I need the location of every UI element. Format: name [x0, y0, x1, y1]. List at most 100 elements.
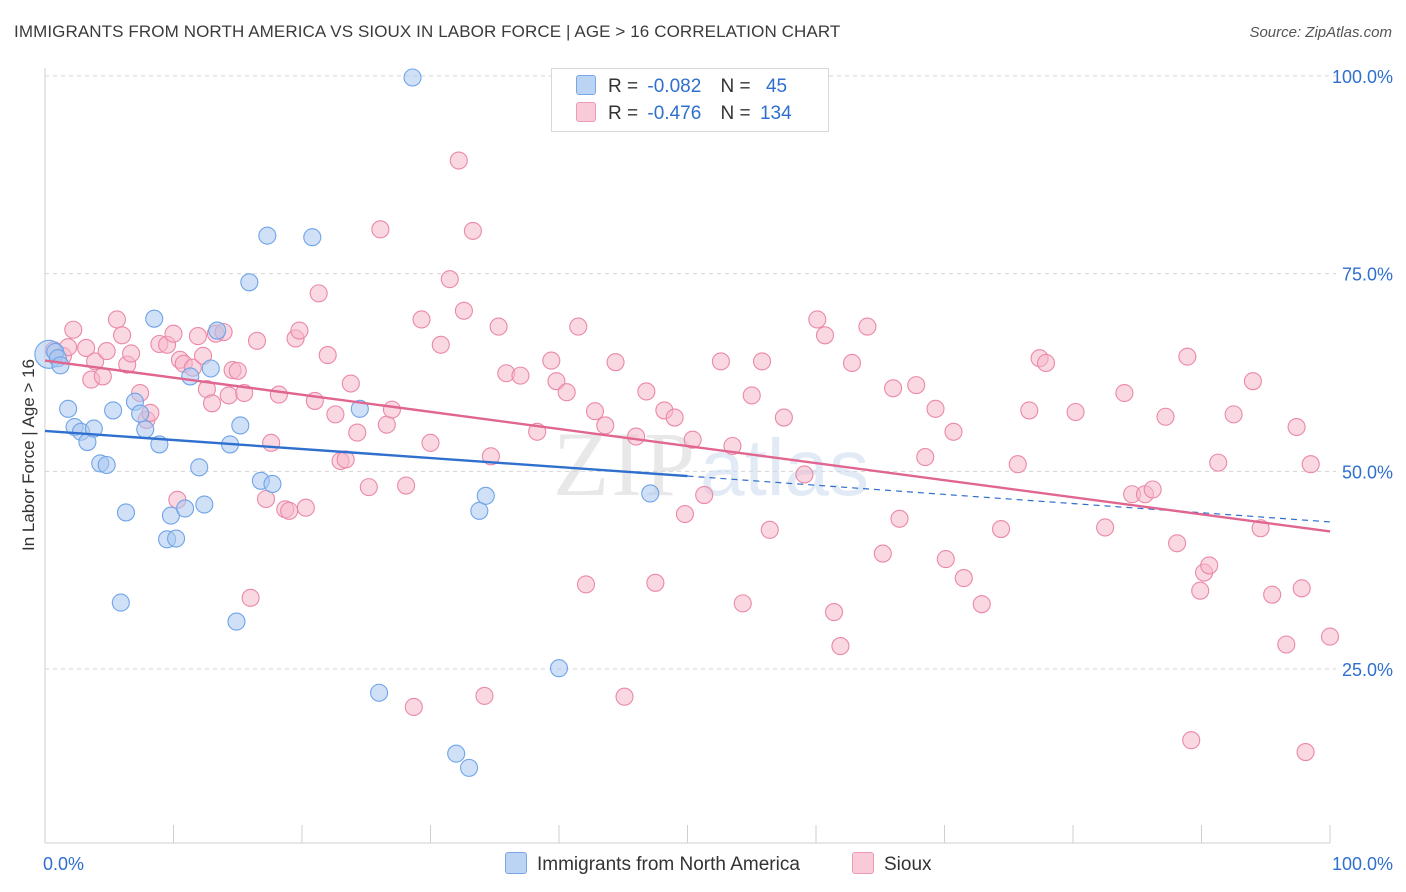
point-sioux-72 [557, 383, 576, 402]
point-immigrants-41 [470, 501, 489, 520]
point-sioux-103 [890, 509, 909, 528]
point-sioux-78 [615, 687, 634, 706]
point-immigrants-10 [97, 455, 116, 475]
point-sioux-66 [489, 317, 508, 336]
point-sioux-54 [382, 400, 402, 419]
point-sioux-77 [606, 353, 625, 372]
point-sioux-56 [404, 697, 423, 717]
point-sioux-99 [842, 353, 862, 373]
point-sioux-111 [991, 519, 1011, 539]
trend-lines [44, 359, 1331, 533]
series-legend-sioux: Sioux [852, 852, 932, 876]
point-immigrants-3 [51, 356, 70, 375]
point-immigrants-43 [549, 659, 569, 678]
point-sioux-64 [475, 686, 494, 705]
point-sioux-44 [309, 284, 328, 303]
watermark-zip: ZIP [553, 413, 697, 515]
point-sioux-46 [326, 405, 345, 424]
point-sioux-92 [760, 520, 779, 539]
point-sioux-131 [1243, 372, 1262, 391]
point-sioux-86 [695, 485, 714, 505]
point-sioux-18 [164, 324, 183, 343]
point-sioux-128 [1200, 556, 1219, 575]
point-sioux-124 [1178, 347, 1197, 366]
point-sioux-61 [449, 151, 468, 170]
point-immigrants-38 [403, 68, 422, 87]
point-sioux-105 [916, 448, 935, 467]
point-sioux-42 [296, 498, 315, 517]
x-tick-label: 100.0% [1332, 854, 1393, 874]
point-immigrants-24 [190, 458, 209, 477]
point-sioux-33 [241, 588, 260, 607]
point-sioux-106 [926, 399, 945, 418]
point-sioux-65 [481, 447, 500, 466]
point-sioux-45 [318, 346, 337, 365]
point-sioux-4 [77, 338, 96, 357]
point-immigrants-27 [208, 321, 227, 340]
point-immigrants-23 [181, 367, 200, 386]
point-sioux-104 [907, 376, 926, 395]
point-immigrants-26 [201, 359, 220, 378]
point-sioux-74 [576, 575, 596, 594]
point-sioux-126 [1191, 581, 1210, 600]
point-sioux-136 [1292, 579, 1311, 598]
point-sioux-62 [454, 301, 473, 320]
point-sioux-41 [290, 321, 309, 340]
tick-labels: 100.0% 75.0% 50.0% 25.0% 0.0% 100.0% [43, 67, 1393, 874]
point-immigrants-4 [59, 399, 78, 418]
point-sioux-90 [742, 386, 761, 405]
point-sioux-115 [1036, 353, 1056, 373]
point-sioux-96 [815, 326, 835, 345]
point-immigrants-39 [447, 744, 466, 763]
point-sioux-81 [646, 573, 665, 592]
point-immigrants-21 [167, 529, 186, 548]
point-sioux-34 [247, 331, 267, 350]
legend-r-value-immigrants: -0.082 [647, 76, 702, 97]
y-tick-label: 75.0% [1342, 265, 1393, 285]
point-sioux-123 [1168, 534, 1187, 553]
point-immigrants-13 [111, 593, 130, 612]
legend-r-value-sioux: -0.476 [647, 103, 702, 124]
point-immigrants-15 [131, 404, 150, 423]
point-sioux-83 [665, 408, 684, 427]
legend-swatch-immigrants [576, 75, 596, 95]
point-immigrants-12 [116, 503, 136, 522]
trend-immigrants-solid [44, 429, 688, 478]
correlation-legend: R = -0.082 N = 45 R = -0.476 N = 134 [551, 68, 829, 132]
point-sioux-52 [371, 220, 390, 239]
gridlines [45, 75, 1336, 670]
point-immigrants-30 [231, 416, 250, 435]
point-sioux-63 [463, 221, 482, 240]
point-sioux-3 [64, 320, 83, 339]
point-sioux-130 [1224, 405, 1243, 424]
point-sioux-102 [884, 379, 903, 398]
point-sioux-26 [203, 394, 222, 413]
point-sioux-107 [936, 550, 955, 569]
trend-sioux [44, 359, 1331, 533]
chart-title: IMMIGRANTS FROM NORTH AMERICA VS SIOUX I… [14, 22, 841, 41]
point-sioux-49 [341, 374, 360, 393]
point-sioux-108 [944, 422, 963, 441]
point-sioux-70 [542, 351, 561, 370]
legend-n-value-sioux: 134 [759, 103, 792, 124]
point-sioux-109 [954, 569, 973, 588]
point-sioux-101 [873, 544, 892, 563]
series-legend-swatch-immigrants [505, 852, 527, 874]
point-immigrants-11 [104, 401, 123, 420]
point-sioux-91 [752, 352, 772, 371]
legend-n-value-immigrants: 45 [765, 76, 788, 97]
series-legend-swatch-sioux [852, 852, 874, 874]
point-sioux-29 [219, 386, 238, 405]
point-sioux-51 [359, 478, 378, 497]
point-sioux-137 [1296, 743, 1315, 762]
point-sioux-110 [972, 595, 991, 614]
point-sioux-87 [711, 352, 730, 371]
point-sioux-23 [188, 327, 207, 346]
point-immigrants-35 [303, 228, 322, 247]
point-immigrants-31 [240, 273, 259, 292]
point-sioux-36 [262, 433, 281, 452]
point-sioux-93 [774, 408, 793, 427]
y-tick-label: 100.0% [1332, 67, 1393, 87]
point-immigrants-8 [84, 419, 103, 438]
point-immigrants-22 [176, 499, 195, 518]
